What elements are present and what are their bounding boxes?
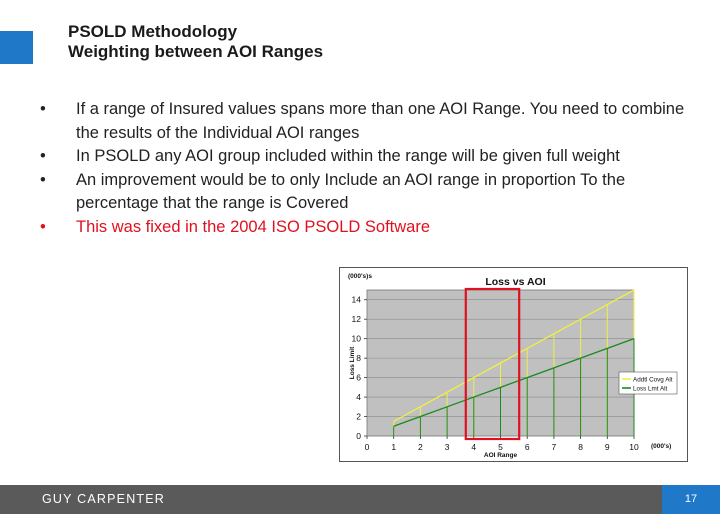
highlight-bullet-item: • This was fixed in the 2004 ISO PSOLD S… — [38, 216, 688, 240]
bullet-list: • If a range of Insured values spans mor… — [38, 98, 688, 239]
bullet-text: If a range of Insured values spans more … — [76, 100, 685, 142]
x-tick-label: 10 — [629, 442, 639, 452]
legend-label: Addtl Covg Alt — [633, 377, 673, 384]
x-tick-label: 7 — [552, 442, 557, 452]
y-tick-label: 2 — [356, 412, 361, 422]
x-axis-label: AOI Range — [484, 452, 518, 459]
y-units-note: (000's)s — [348, 273, 372, 280]
highlight-range-box — [464, 287, 521, 441]
x-tick-label: 4 — [471, 442, 476, 452]
highlight-bullet-text: This was fixed in the 2004 ISO PSOLD Sof… — [76, 217, 431, 236]
bullet-marker: • — [40, 147, 46, 165]
bullet-marker: • — [40, 100, 46, 118]
y-tick-label: 4 — [356, 392, 361, 402]
page-number: 17 — [662, 485, 720, 514]
legend-label: Loss Lmt Alt — [633, 386, 668, 393]
bullet-item: • If a range of Insured values spans mor… — [38, 98, 688, 145]
series-line-2 — [393, 338, 635, 427]
brand-logo-text: GUY CARPENTER — [42, 492, 166, 506]
y-tick-label: 6 — [356, 373, 361, 383]
title-accent-block — [0, 31, 33, 64]
x-tick-label: 1 — [391, 442, 396, 452]
x-tick-label: 9 — [605, 442, 610, 452]
bullet-marker: • — [40, 170, 46, 189]
slide-title-line-2: Weighting between AOI Ranges — [68, 42, 324, 61]
slide-title: PSOLD Methodology Weighting between AOI … — [68, 22, 323, 62]
loss-vs-aoi-chart: 0 2 4 6 8 10 12 14 0 1 2 3 4 5 6 7 8 9 10 Loss vs AOI (000's… — [339, 267, 688, 462]
bullet-marker: • — [40, 217, 46, 236]
y-tick-label: 10 — [352, 334, 362, 344]
bullet-text: In PSOLD any AOI group included within t… — [76, 147, 620, 165]
x-tick-label: 8 — [578, 442, 583, 452]
x-tick-label: 3 — [445, 442, 450, 452]
y-tick-label: 0 — [356, 431, 361, 441]
bullet-item: • An improvement would be to only Includ… — [38, 169, 688, 216]
x-tick-label: 2 — [418, 442, 423, 452]
x-tick-label: 0 — [365, 442, 370, 452]
y-tick-label: 14 — [352, 295, 362, 305]
series-line-1 — [393, 289, 635, 422]
bullet-text: An improvement would be to only Include … — [76, 170, 626, 213]
bullet-item: • In PSOLD any AOI group included within… — [38, 145, 688, 169]
y-tick-label: 8 — [356, 353, 361, 363]
y-axis-label: Loss Limit — [349, 346, 356, 379]
y-tick-label: 12 — [352, 314, 362, 324]
chart-title: Loss vs AOI — [485, 276, 545, 288]
x-tick-label: 6 — [525, 442, 530, 452]
x-tick-label: 5 — [498, 442, 503, 452]
slide-title-line-1: PSOLD Methodology — [68, 22, 238, 41]
footer-bar: GUY CARPENTER 17 — [0, 485, 720, 514]
x-units-note: (000's) — [651, 443, 671, 450]
legend-box — [618, 371, 678, 395]
